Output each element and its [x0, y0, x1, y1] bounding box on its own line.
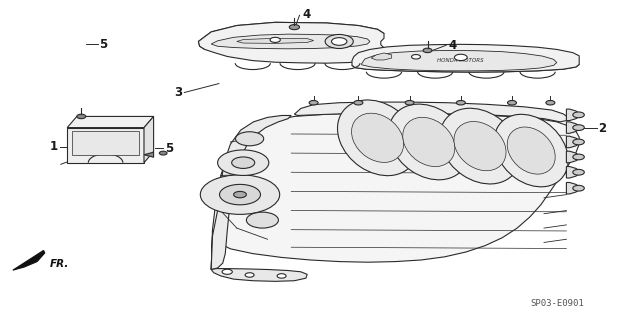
- Circle shape: [277, 274, 286, 278]
- Circle shape: [236, 132, 264, 146]
- Polygon shape: [352, 44, 579, 72]
- Polygon shape: [566, 167, 581, 178]
- Polygon shape: [211, 269, 307, 281]
- Circle shape: [508, 100, 516, 105]
- Circle shape: [77, 114, 86, 119]
- Text: FR.: FR.: [50, 259, 69, 269]
- Polygon shape: [352, 52, 579, 72]
- Circle shape: [232, 157, 255, 168]
- Ellipse shape: [494, 114, 568, 187]
- Polygon shape: [566, 182, 581, 194]
- Circle shape: [405, 100, 414, 105]
- Circle shape: [270, 37, 280, 42]
- Polygon shape: [371, 53, 392, 60]
- Text: 1: 1: [49, 140, 58, 153]
- Polygon shape: [211, 34, 370, 49]
- Polygon shape: [67, 116, 154, 128]
- Circle shape: [546, 100, 555, 105]
- Circle shape: [332, 38, 347, 45]
- Polygon shape: [144, 116, 154, 163]
- Circle shape: [246, 212, 278, 228]
- Text: 2: 2: [598, 122, 607, 135]
- Text: SP03-E0901: SP03-E0901: [530, 299, 584, 308]
- Polygon shape: [144, 152, 154, 157]
- Text: 3: 3: [174, 86, 182, 99]
- Ellipse shape: [403, 117, 455, 167]
- Polygon shape: [211, 115, 291, 270]
- Ellipse shape: [507, 127, 556, 174]
- Text: HONDA MOTORS: HONDA MOTORS: [438, 58, 484, 63]
- Circle shape: [573, 169, 584, 175]
- Circle shape: [454, 54, 467, 61]
- Ellipse shape: [454, 122, 506, 171]
- Ellipse shape: [388, 104, 469, 180]
- Polygon shape: [67, 128, 144, 163]
- Circle shape: [325, 34, 353, 48]
- Circle shape: [159, 151, 167, 155]
- Polygon shape: [198, 22, 388, 63]
- Circle shape: [245, 273, 254, 277]
- Polygon shape: [211, 113, 579, 270]
- Circle shape: [200, 175, 280, 214]
- Circle shape: [412, 55, 420, 59]
- Polygon shape: [198, 22, 384, 49]
- Circle shape: [456, 100, 465, 105]
- Circle shape: [218, 150, 269, 175]
- Circle shape: [309, 100, 318, 105]
- Circle shape: [289, 25, 300, 30]
- Text: 5: 5: [165, 142, 173, 155]
- Text: 4: 4: [302, 8, 310, 21]
- Polygon shape: [72, 131, 139, 155]
- Circle shape: [354, 100, 363, 105]
- Circle shape: [573, 139, 584, 145]
- Circle shape: [220, 184, 260, 205]
- Circle shape: [222, 269, 232, 274]
- Polygon shape: [566, 122, 581, 133]
- Polygon shape: [362, 50, 557, 71]
- Text: 5: 5: [99, 38, 108, 50]
- Circle shape: [573, 154, 584, 160]
- Circle shape: [573, 125, 584, 130]
- Circle shape: [234, 191, 246, 198]
- Polygon shape: [566, 109, 581, 121]
- Ellipse shape: [351, 113, 404, 162]
- Polygon shape: [294, 102, 568, 122]
- Polygon shape: [237, 38, 314, 43]
- Ellipse shape: [337, 100, 418, 176]
- Text: 4: 4: [448, 39, 456, 52]
- Polygon shape: [566, 136, 581, 148]
- Circle shape: [423, 48, 432, 53]
- Polygon shape: [13, 250, 45, 270]
- Polygon shape: [566, 151, 581, 163]
- Ellipse shape: [440, 108, 520, 184]
- Circle shape: [573, 112, 584, 118]
- Circle shape: [573, 185, 584, 191]
